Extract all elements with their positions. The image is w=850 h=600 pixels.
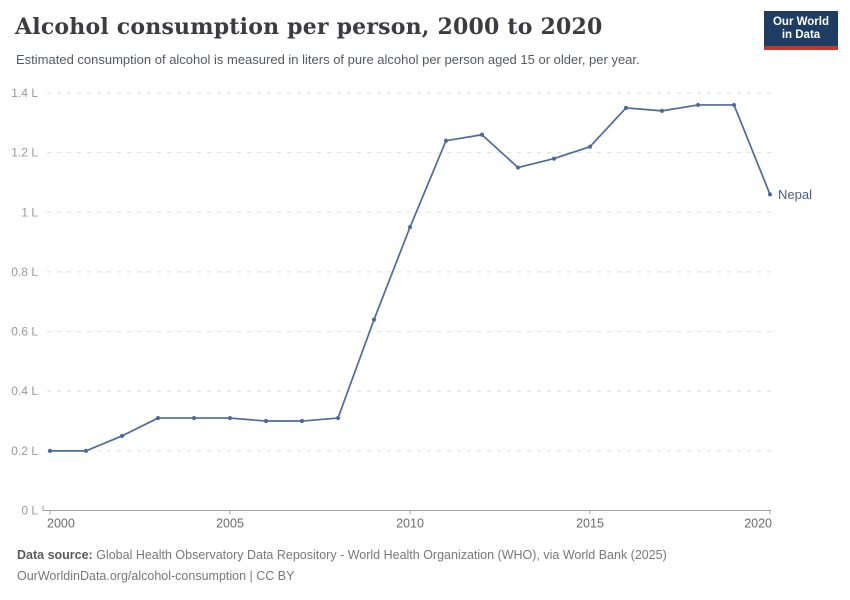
x-tick-label: 2020 [744,517,772,531]
data-point [155,415,161,421]
data-point [371,317,377,322]
y-tick-label: 0.4 L [11,384,38,398]
data-point [227,415,233,421]
data-point [623,105,629,111]
data-point [515,165,521,170]
data-point [119,433,125,439]
y-tick-label: 1 L [21,205,38,219]
data-point [335,415,341,421]
data-point [695,102,701,108]
data-point [659,108,665,113]
data-point [479,132,485,137]
y-tick-label: 0.6 L [11,325,38,339]
data-line [50,104,771,452]
data-point [587,144,593,149]
line-chart: 0 L 0.2 L 0.4 L 0.6 L 0.8 L 1 L 1.2 L 1.4 L 2000… [11,86,812,531]
license-line: OurWorldinData.org/alcohol-consumption |… [17,569,295,583]
series-end-label: Nepal [778,187,812,202]
y-tick-label: 0 L [21,504,38,518]
owid-logo: Our World in Data [764,11,838,50]
chart-title: Alcohol consumption per person, 2000 to … [15,14,603,40]
y-tick-label: 1.4 L [11,86,38,100]
x-tick-label: 2000 [47,517,75,531]
data-point [407,225,413,230]
data-source-line: Data source: Global Health Observatory D… [17,545,833,566]
data-source-text: Global Health Observatory Data Repositor… [92,548,667,562]
data-point [443,138,449,143]
x-tick-label: 2010 [396,517,424,531]
data-point [191,415,197,421]
data-point [47,448,53,453]
data-point [83,448,89,453]
data-point [551,156,557,161]
y-tick-label: 1.2 L [11,146,38,160]
chart-footer: Data source: Global Health Observatory D… [17,545,833,587]
x-tick-label: 2015 [576,517,604,531]
data-point [299,418,305,424]
x-tick-label: 2005 [216,517,244,531]
owid-logo-line2: in Data [781,28,821,41]
data-point [767,192,773,197]
data-point [263,418,269,424]
y-tick-label: 0.8 L [11,265,38,279]
chart-subtitle: Estimated consumption of alcohol is meas… [16,52,640,67]
data-point [731,102,737,108]
data-source-label: Data source: [17,548,93,562]
owid-logo-line1: Our World [772,15,829,28]
y-tick-label: 0.2 L [11,444,38,458]
